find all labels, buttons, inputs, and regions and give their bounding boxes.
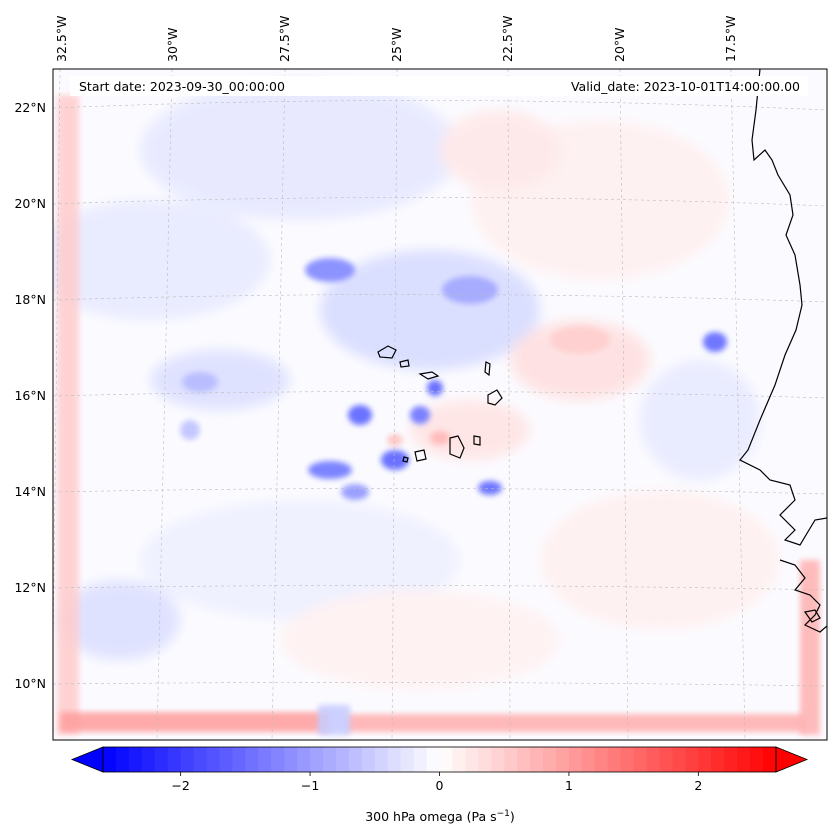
colorbar-tick-label: 2 bbox=[694, 778, 702, 793]
colorbar-ticks: −2 −1 0 1 2 bbox=[171, 772, 702, 793]
colorbar-segment bbox=[633, 747, 648, 772]
colorbar-segment bbox=[568, 747, 583, 772]
colorbar-segment bbox=[297, 747, 311, 772]
lon-label-30w: 30°W bbox=[165, 27, 180, 62]
colorbar-segment bbox=[141, 747, 156, 772]
colorbar-segment bbox=[154, 747, 169, 772]
colorbar-segment bbox=[374, 747, 389, 772]
lat-label-16n: 16°N bbox=[14, 388, 46, 403]
lat-label-18n: 18°N bbox=[14, 292, 46, 307]
colorbar-segment bbox=[284, 747, 298, 772]
colorbar-segment bbox=[232, 747, 246, 772]
lon-label-25w: 25°W bbox=[389, 27, 404, 62]
island-santiago bbox=[449, 435, 465, 459]
colorbar-segment bbox=[310, 747, 324, 772]
colorbar-tick-label: 0 bbox=[436, 778, 444, 793]
colorbar-segment bbox=[167, 747, 182, 772]
island-maio bbox=[473, 435, 481, 446]
colorbar-segment bbox=[517, 747, 531, 772]
colorbar-segment bbox=[348, 747, 363, 772]
colorbar-segment bbox=[711, 747, 725, 772]
colorbar-segment bbox=[594, 747, 609, 772]
lat-label-14n: 14°N bbox=[14, 484, 46, 499]
omega-field bbox=[53, 80, 820, 735]
colorbar-segment bbox=[491, 747, 505, 772]
island-santo-antao bbox=[377, 345, 397, 359]
colorbar-segments bbox=[103, 747, 777, 772]
lon-label-32-5w: 32.5°W bbox=[54, 16, 69, 62]
colorbar-segment bbox=[115, 747, 130, 772]
lat-label-20n: 20°N bbox=[14, 196, 46, 211]
island-sal bbox=[484, 361, 491, 377]
colorbar-segment bbox=[478, 747, 492, 772]
colorbar-segment bbox=[128, 747, 143, 772]
colorbar-segment bbox=[504, 747, 518, 772]
colorbar-segment bbox=[724, 747, 738, 772]
lon-label-27-5w: 27.5°W bbox=[277, 16, 292, 62]
latitude-labels: 22°N 20°N 18°N 16°N 14°N 12°N 10°N bbox=[14, 100, 46, 691]
colorbar-segment bbox=[439, 747, 453, 772]
colorbar-segment bbox=[219, 747, 233, 772]
colorbar-extend-low bbox=[70, 746, 104, 773]
colorbar-segment bbox=[750, 747, 764, 772]
colorbar-segment bbox=[193, 747, 208, 772]
island-sao-vicente bbox=[399, 359, 410, 368]
colorbar-segment bbox=[335, 747, 350, 772]
colorbar-extend-high bbox=[775, 746, 809, 773]
colorbar-segment bbox=[659, 747, 673, 772]
colorbar-segment bbox=[206, 747, 220, 772]
lon-label-17-5w: 17.5°W bbox=[723, 16, 738, 62]
island-boa-vista bbox=[487, 389, 503, 406]
longitude-labels: 32.5°W 30°W 27.5°W 25°W 22.5°W 20°W 17.5… bbox=[54, 16, 738, 62]
colorbar-segment bbox=[180, 747, 195, 772]
colorbar-segment bbox=[530, 747, 544, 772]
colorbar-segment bbox=[465, 747, 479, 772]
lon-label-20w: 20°W bbox=[612, 27, 627, 62]
colorbar-segment bbox=[258, 747, 272, 772]
island-brava bbox=[402, 456, 409, 463]
colorbar-segment bbox=[271, 747, 285, 772]
colorbar-segment bbox=[620, 747, 635, 772]
colorbar-segment bbox=[452, 747, 466, 772]
colorbar-title: 300 hPa omega (Pa s−1) bbox=[365, 809, 515, 824]
colorbar-segment bbox=[737, 747, 751, 772]
island-sao-nicolau bbox=[418, 371, 440, 380]
colorbar-segment bbox=[672, 747, 686, 772]
map-frame bbox=[52, 68, 828, 741]
colorbar-segment bbox=[400, 747, 415, 772]
africa-coastline bbox=[739, 69, 827, 546]
island-fogo bbox=[414, 449, 427, 462]
colorbar-segment bbox=[763, 747, 777, 772]
colorbar-tick-label: 1 bbox=[565, 778, 573, 793]
colorbar-segment bbox=[607, 747, 622, 772]
colorbar-tick-label: −2 bbox=[171, 778, 189, 793]
coastlines bbox=[377, 69, 827, 633]
colorbar-segment bbox=[387, 747, 402, 772]
lat-label-22n: 22°N bbox=[14, 100, 46, 115]
colorbar-segment bbox=[426, 747, 440, 772]
colorbar-segment bbox=[698, 747, 712, 772]
start-date: Start date: 2023-09-30_00:00:00 bbox=[79, 79, 285, 94]
colorbar-segment bbox=[413, 747, 428, 772]
date-box bbox=[70, 76, 808, 96]
colorbar-segment bbox=[685, 747, 699, 772]
colorbar-segment bbox=[646, 747, 661, 772]
colorbar-segment bbox=[245, 747, 259, 772]
colorbar-segment bbox=[323, 747, 337, 772]
colorbar-segment bbox=[103, 747, 117, 772]
colorbar-segment bbox=[581, 747, 596, 772]
colorbar-segment bbox=[543, 747, 557, 772]
lon-label-22-5w: 22.5°W bbox=[500, 16, 515, 62]
valid-date: Valid_date: 2023-10-01T14:00:00.00 bbox=[571, 79, 800, 94]
lat-label-10n: 10°N bbox=[14, 676, 46, 691]
colorbar-segment bbox=[361, 747, 376, 772]
colorbar-tick-label: −1 bbox=[301, 778, 319, 793]
lat-label-12n: 12°N bbox=[14, 580, 46, 595]
colorbar-segment bbox=[555, 747, 570, 772]
colorbar: −2 −1 0 1 2 300 hPa omega (Pa s−1) bbox=[70, 746, 809, 824]
